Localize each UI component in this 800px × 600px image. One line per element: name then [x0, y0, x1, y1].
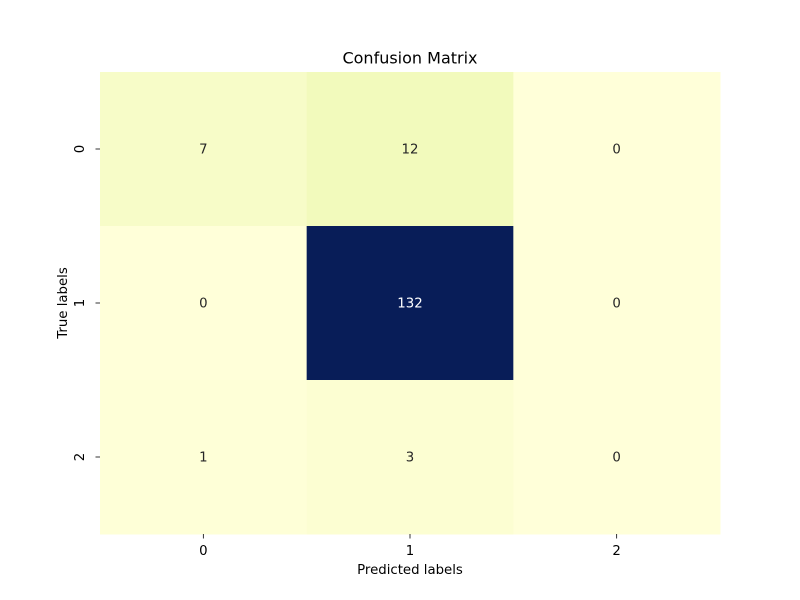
chart-title: Confusion Matrix	[342, 49, 477, 68]
x-tick-label-2: 2	[612, 544, 620, 559]
y-tick-label-2: 2	[73, 453, 88, 461]
heatmap-cell-1-0	[100, 226, 308, 381]
heatmap-cell-1-1	[306, 226, 514, 381]
cell-value-0-1: 12	[402, 143, 419, 158]
cell-value-0-2: 0	[612, 143, 620, 158]
x-tick-label-0: 0	[199, 544, 207, 559]
y-axis-label: True labels	[56, 267, 71, 340]
heatmap-cell-0-1	[306, 72, 514, 227]
y-tick-label-1: 1	[73, 299, 88, 307]
heatmap-cell-2-2	[513, 380, 721, 535]
cell-value-2-0: 1	[199, 451, 207, 466]
heatmap-cell-0-2	[513, 72, 721, 227]
cell-value-2-2: 0	[612, 451, 620, 466]
heatmap-cells	[100, 72, 721, 535]
y-tick-label-0: 0	[73, 145, 88, 153]
cell-value-0-0: 7	[199, 143, 207, 158]
heatmap-cell-2-0	[100, 380, 308, 535]
cell-value-2-1: 3	[406, 451, 414, 466]
y-axis-ticks: 0 1 2	[73, 145, 100, 461]
cell-annotations: 7 12 0 0 132 0 1 3 0	[199, 143, 621, 466]
x-axis-ticks: 0 1 2	[199, 534, 621, 559]
cell-value-1-2: 0	[612, 297, 620, 312]
heatmap-cell-2-1	[306, 380, 514, 535]
cell-value-1-0: 0	[199, 297, 207, 312]
heatmap-cell-0-0	[100, 72, 308, 227]
cell-value-1-1: 132	[397, 297, 422, 312]
heatmap-cell-1-2	[513, 226, 721, 381]
x-axis-label: Predicted labels	[357, 563, 463, 578]
x-tick-label-1: 1	[406, 544, 414, 559]
